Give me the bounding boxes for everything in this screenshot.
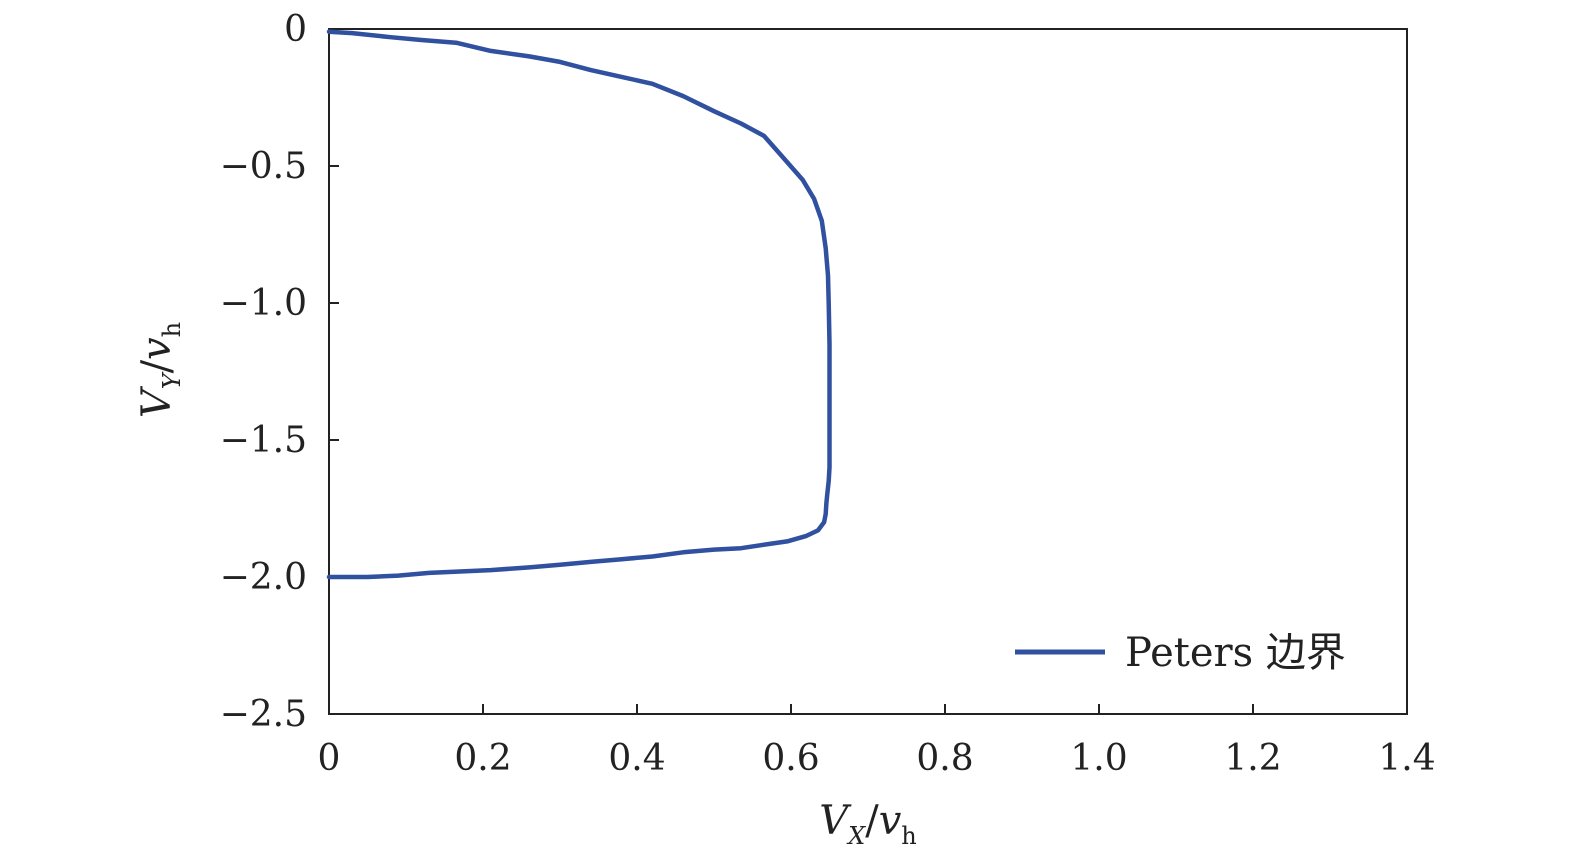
legend: Peters 边界 <box>1015 630 1346 676</box>
y-ticks: 0 −0.5 −1.0 −1.5 −2.0 −2.5 <box>220 9 339 735</box>
x-tick-label: 1.4 <box>1378 738 1435 779</box>
x-tick-label: 1.0 <box>1070 738 1127 779</box>
x-axis-label: VX/vh <box>819 798 917 850</box>
series-line <box>326 29 832 580</box>
y-tick-label: −0.5 <box>220 146 307 187</box>
y-tick-label: −1.5 <box>220 420 307 461</box>
x-tick-label: 1.2 <box>1224 738 1281 779</box>
y-axis-label: VY/vh <box>134 322 186 418</box>
series-layer <box>326 29 832 580</box>
x-tick-label: 0 <box>318 738 341 779</box>
y-tick-label: −2.5 <box>220 694 307 735</box>
y-tick-label: −2.0 <box>220 557 307 598</box>
legend-label: Peters 边界 <box>1125 630 1346 676</box>
x-tick-label: 0.4 <box>608 738 665 779</box>
plot-frame <box>328 28 1408 715</box>
y-tick-label: 0 <box>284 9 307 50</box>
x-tick-label: 0.6 <box>762 738 819 779</box>
y-tick-label: −1.0 <box>220 283 307 324</box>
x-tick-label: 0.2 <box>454 738 511 779</box>
x-tick-label: 0.8 <box>916 738 973 779</box>
x-ticks: 0 0.2 0.4 0.6 0.8 1.0 1.2 1.4 <box>318 704 1436 779</box>
